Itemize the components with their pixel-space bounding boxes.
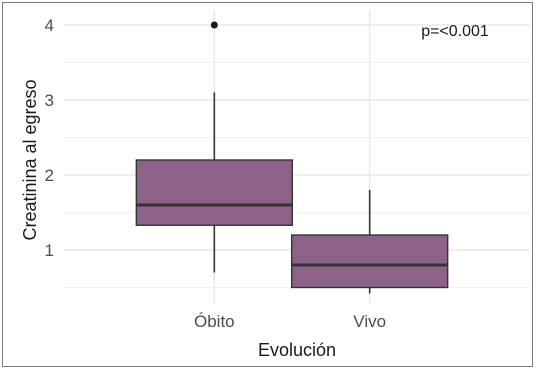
p-value-annotation: p=<0.001 bbox=[421, 23, 489, 40]
box-iqr bbox=[135, 159, 294, 226]
outlier-point bbox=[210, 21, 218, 29]
y-axis-title: Creatinina al egreso bbox=[20, 79, 40, 240]
y-tick-label: 2 bbox=[45, 166, 54, 185]
y-tick-label: 4 bbox=[45, 16, 54, 35]
x-tick-labels: Óbito Vivo bbox=[194, 312, 386, 331]
boxes bbox=[135, 21, 449, 294]
box-vivo bbox=[290, 190, 449, 294]
x-tick-label: Vivo bbox=[353, 312, 386, 331]
y-tick-label: 1 bbox=[45, 241, 54, 260]
x-axis-title: Evolución bbox=[258, 340, 336, 360]
y-tick-label: 3 bbox=[45, 91, 54, 110]
box-iqr bbox=[290, 234, 449, 289]
y-tick-labels: 1 2 3 4 bbox=[45, 16, 54, 260]
box-obito bbox=[135, 21, 294, 273]
x-tick-label: Óbito bbox=[194, 312, 235, 331]
